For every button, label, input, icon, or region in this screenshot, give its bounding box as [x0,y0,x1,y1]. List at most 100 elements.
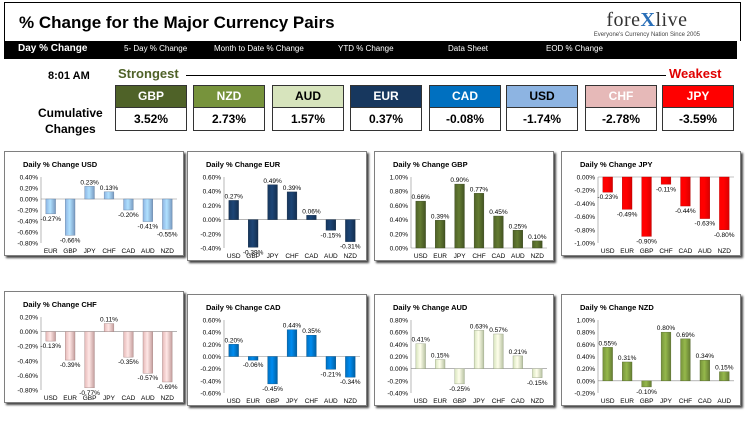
data-label: 0.27% [224,193,243,200]
chart-panel-eur: Daily % Change EUR 0.60% 0.40% 0.20% 0.00% -0… [187,151,367,261]
tab-ytd-change[interactable]: YTD % Change [338,44,394,53]
bar [719,176,730,230]
bar [45,198,56,215]
x-tick-label: AUD [717,398,731,405]
y-tick-label: 0.80% [390,189,409,196]
bar [622,176,633,210]
data-label: -0.44% [675,208,696,215]
bar-chart: Daily % Change EUR 0.60% 0.40% 0.20% 0.00% -0… [200,160,360,260]
x-tick-label: NZD [161,395,175,402]
data-label: 0.10% [528,234,547,241]
x-tick-label: USD [414,253,428,260]
y-tick-label: 0.00% [577,175,596,182]
bar [660,176,672,185]
bar [699,176,710,219]
header-bar: % Change for the Major Currency Pairs fo… [4,2,741,42]
bar [325,219,336,231]
bar [123,198,134,211]
x-tick-label: JPY [473,398,486,405]
bar [228,200,239,220]
data-label: 0.15% [431,353,450,360]
y-tick-label: -0.60% [200,391,221,398]
y-tick-label: 0.00% [390,366,409,373]
y-tick-label: 0.40% [203,189,222,196]
data-label: 0.55% [598,340,617,347]
x-tick-label: CAD [511,398,525,405]
bar [512,230,523,249]
chart-panel-aud: Daily % Change AUD 0.80% 0.60% 0.40% 0.20% 0.… [374,294,554,406]
data-label: -0.63% [695,221,716,228]
pair-box-gbp: GBP 3.52% [115,85,187,131]
data-label: -0.41% [138,224,159,231]
x-tick-label: CAD [679,248,693,255]
data-label: 0.66% [411,194,430,201]
tab-eod-change[interactable]: EOD % Change [546,44,603,53]
bar [286,191,298,220]
x-tick-label: JPY [454,253,467,260]
bar [325,356,336,370]
y-tick-label: -0.20% [574,391,595,398]
nav-tabs: Day % Change 5- Day % Change Month to Da… [4,41,741,59]
data-label: 0.80% [657,325,676,332]
data-label: 0.69% [676,332,695,339]
y-tick-label: -0.60% [574,214,595,221]
chart-panel-jpy: Daily % Change JPY 0.00% -0.20% -0.40% -0.60… [561,151,741,256]
data-label: -0.15% [527,380,548,387]
bar [103,191,115,200]
data-label: 0.35% [302,328,321,335]
bar [602,176,613,193]
chart-panel-usd: Daily % Change USD 0.40% 0.20% 0.00% -0.20% -… [4,151,184,256]
x-tick-label: GBP [640,248,654,255]
data-label: 0.45% [489,209,508,216]
y-tick-label: 0.00% [390,246,409,253]
y-tick-label: 0.20% [203,342,222,349]
x-tick-label: EUR [620,398,634,405]
tab-month-to-date-change[interactable]: Month to Date % Change [214,44,304,53]
tab-data-sheet[interactable]: Data Sheet [448,44,489,53]
data-label: -0.23% [597,194,618,201]
chart-title: Daily % Change NZD [580,303,654,312]
bar [719,371,730,382]
data-label: 0.77% [470,186,489,193]
bar [267,184,278,220]
data-label: 0.49% [263,178,282,185]
data-label: -0.21% [321,371,342,378]
pair-cumulative-value: -1.74% [506,108,578,131]
x-tick-label: USD [601,248,615,255]
bar [162,331,173,383]
tab-day-change[interactable]: Day % Change [18,43,88,54]
data-label: -0.27% [40,216,61,223]
cumulative-label-line1: Cumulative [38,106,103,120]
y-tick-label: 0.40% [390,217,409,224]
bar-chart: Daily % Change USD0.40%0.20%0.00%-0.20%-… [17,160,177,255]
y-tick-label: 0.20% [20,186,39,193]
bar [454,183,465,249]
bar-chart: Daily % Change JPY 0.00% -0.20% -0.40% -0.60… [574,160,735,255]
bar [435,359,446,369]
pair-code: AUD [272,85,344,108]
bar [660,331,672,382]
x-tick-label: JPY [84,248,97,255]
y-tick-label: 0.80% [390,318,409,325]
cumulative-changes-label: Cumulative Changes [38,105,103,137]
forexlive-logo[interactable]: foreXlive Everyone's Currency Nation Sin… [594,9,700,38]
bar [142,331,153,374]
data-label: -0.90% [636,238,657,245]
bar-chart: Daily % Change GBP 1.00% 0.80% 0.60% 0.40% 0.… [390,160,547,260]
x-tick-label: GBP [266,398,280,405]
data-label: 0.21% [509,349,528,356]
bar-chart: Daily % Change CHF 0.20% 0.00% -0.20% -0.40%… [17,300,177,402]
tab-5-day-change[interactable]: 5- Day % Change [124,44,188,53]
bar [248,356,259,361]
x-tick-label: CAD [492,253,506,260]
bar [65,331,76,361]
pair-cumulative-value: 0.37% [350,108,422,131]
y-tick-label: 0.60% [203,318,222,325]
x-tick-label: JPY [267,253,280,260]
pair-box-aud: AUD 1.57% [272,85,344,131]
x-tick-label: JPY [660,398,673,405]
x-tick-label: CHF [305,398,318,405]
data-label: -0.80% [714,232,735,239]
data-label: 0.23% [80,179,99,186]
x-tick-label: AUD [141,395,155,402]
